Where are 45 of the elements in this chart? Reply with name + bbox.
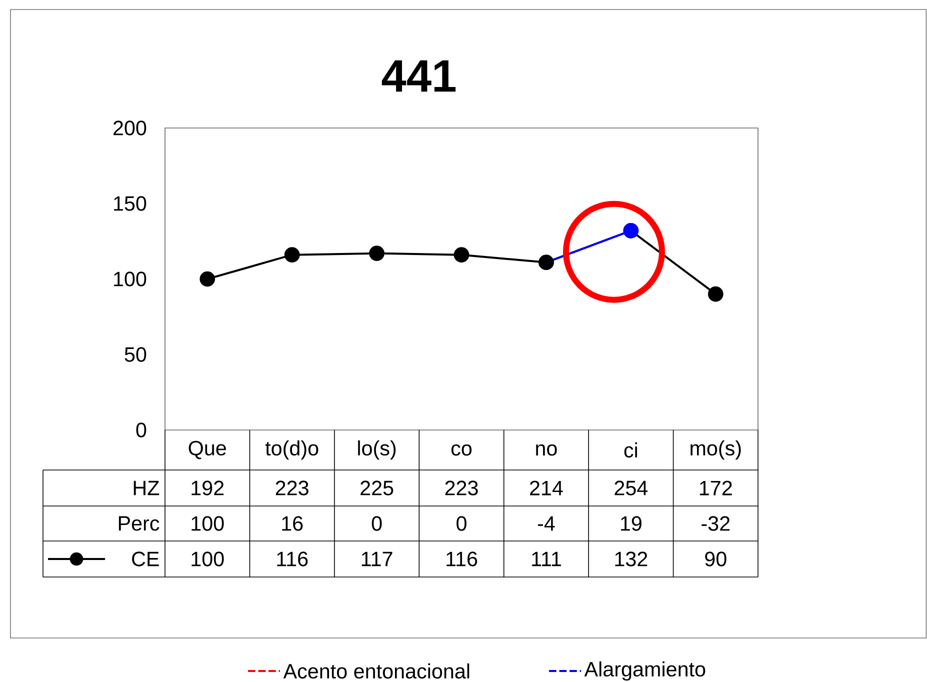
text: 172 bbox=[700, 480, 732, 496]
text: 225 bbox=[360, 480, 394, 496]
text: Alargamiento bbox=[584, 661, 706, 681]
data-label: 111 bbox=[532, 552, 561, 566]
text: 223 bbox=[445, 480, 478, 496]
point bbox=[454, 247, 470, 263]
text: -4 bbox=[538, 516, 555, 531]
text: 100 bbox=[192, 516, 224, 531]
y-tick-label: 150 bbox=[114, 196, 146, 211]
y-tick-label: 100 bbox=[114, 272, 146, 286]
text: 192 bbox=[192, 480, 224, 496]
x-tick-label: Que bbox=[188, 440, 226, 460]
text: Acento entonacional bbox=[283, 663, 470, 679]
point bbox=[200, 271, 216, 287]
text: 214 bbox=[530, 480, 563, 496]
text: 19 bbox=[621, 516, 642, 531]
x-tick-label: no bbox=[536, 444, 557, 456]
data-label: 90 bbox=[705, 552, 726, 566]
y-tick-label: 0 bbox=[136, 422, 146, 438]
point bbox=[538, 254, 554, 270]
point bbox=[369, 246, 384, 261]
text: -32 bbox=[702, 516, 730, 531]
x-tick-label: to(d)o bbox=[265, 440, 318, 460]
chart-title: 441 bbox=[382, 60, 456, 92]
text: 223 bbox=[276, 480, 308, 496]
y-tick-label: 200 bbox=[114, 120, 146, 136]
data-label: 117 bbox=[362, 552, 392, 566]
x-tick-label: ci bbox=[624, 442, 637, 458]
y-tick-label: 50 bbox=[124, 347, 146, 362]
data-label: 116 bbox=[446, 552, 478, 566]
text: 16 bbox=[282, 516, 303, 531]
x-tick-label: mo(s) bbox=[690, 440, 741, 460]
legend-label: CE bbox=[132, 552, 159, 566]
text: HZ bbox=[134, 480, 160, 496]
data-label: 100 bbox=[192, 552, 224, 566]
point bbox=[284, 247, 300, 263]
text: 0 bbox=[456, 516, 466, 531]
text: Perc bbox=[118, 516, 160, 531]
text: 0 bbox=[372, 516, 382, 531]
data-label: 116 bbox=[277, 552, 308, 566]
x-tick-label: lo(s) bbox=[358, 440, 396, 460]
x-tick-label: co bbox=[451, 444, 472, 456]
text: 254 bbox=[614, 480, 648, 496]
point bbox=[708, 286, 724, 302]
data-label: 132 bbox=[615, 552, 648, 566]
